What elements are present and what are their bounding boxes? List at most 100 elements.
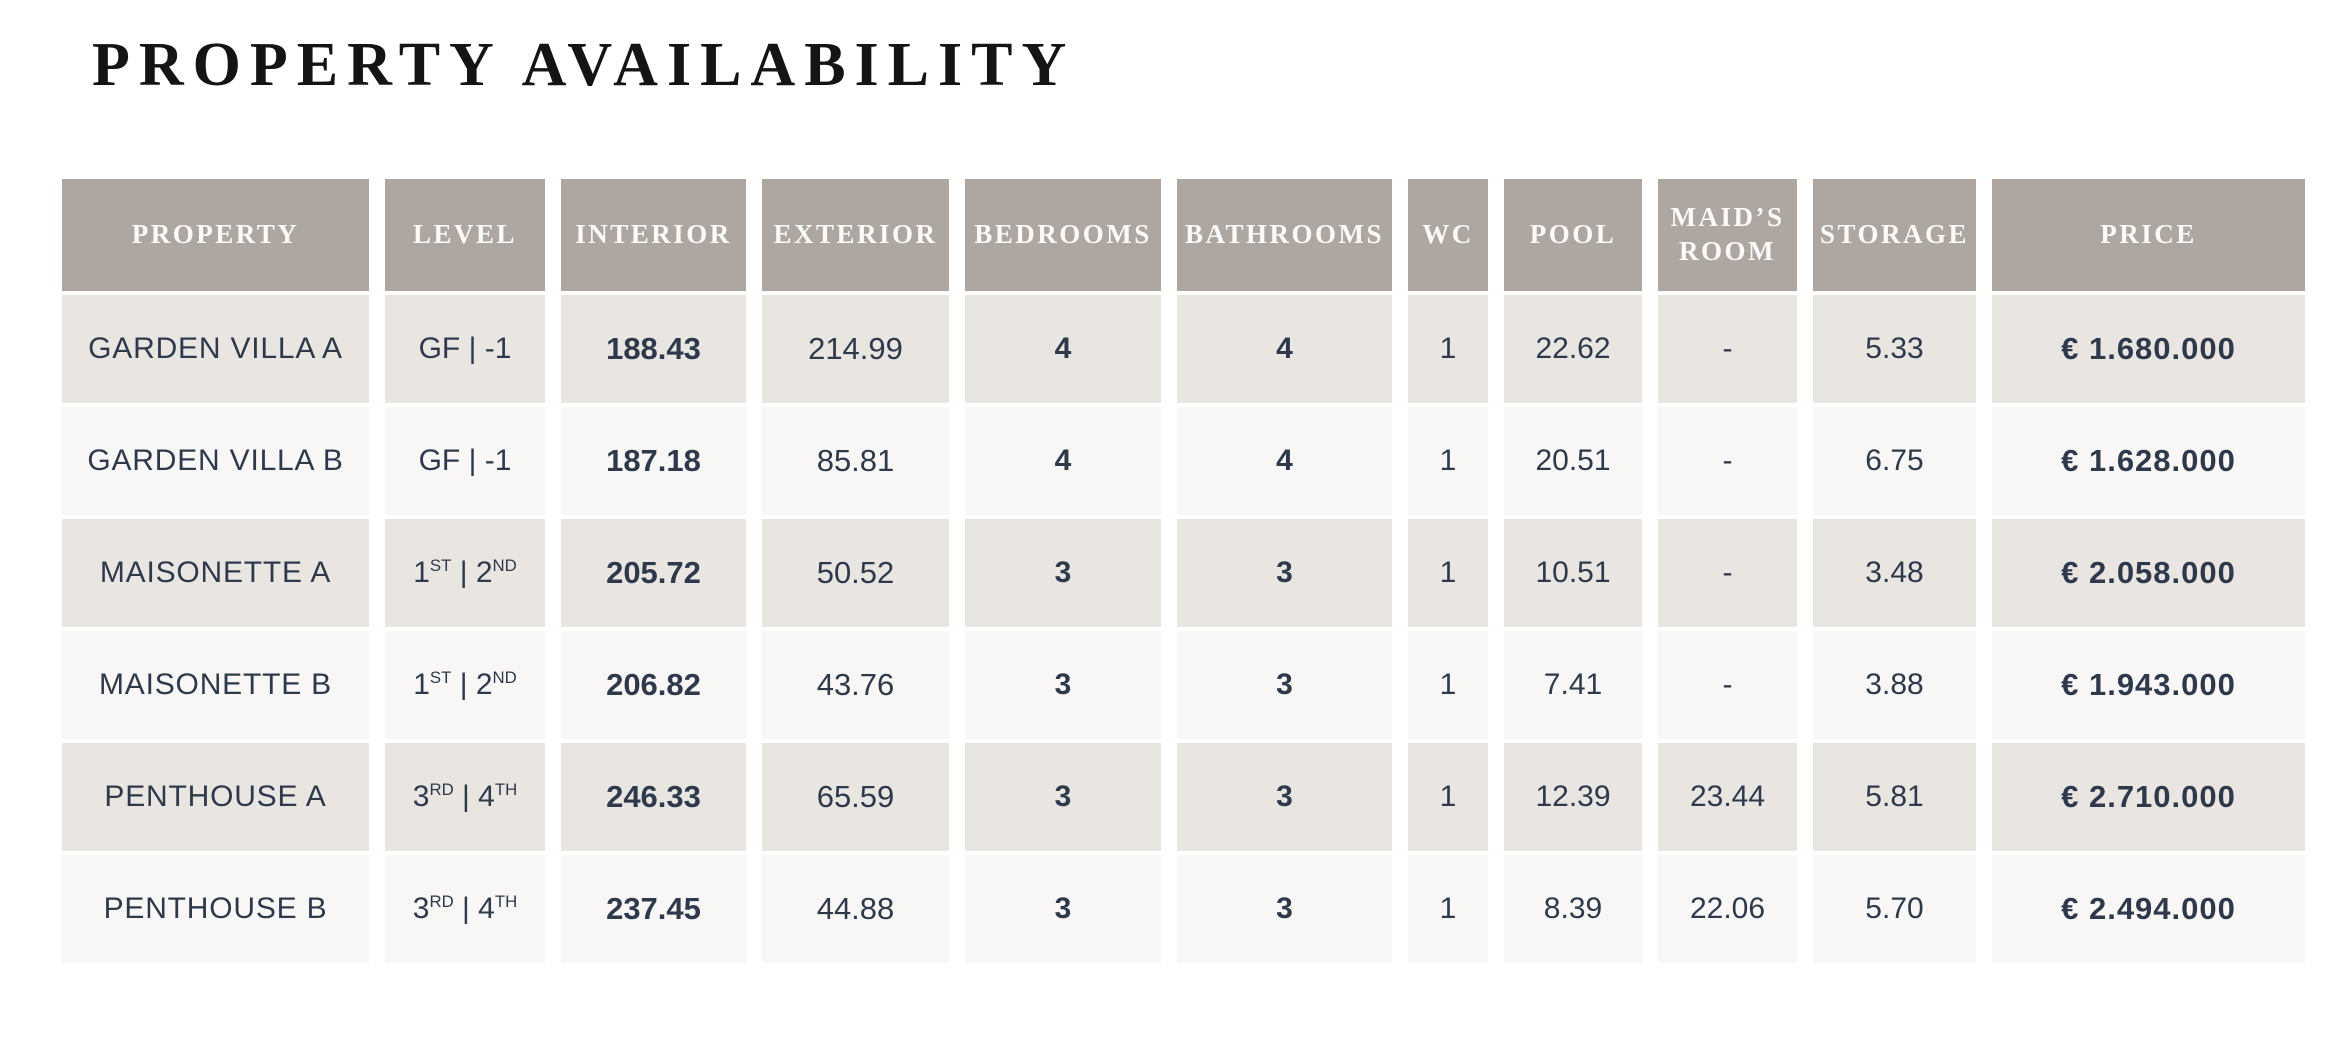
cell-bedrooms: 3 [965, 519, 1161, 627]
column-header-property: PROPERTY [62, 179, 369, 291]
level-text: 1 [413, 668, 430, 701]
cell-level: GF | -1 [385, 407, 545, 515]
property-availability-table: PROPERTY LEVEL INTERIOR EXTERIOR BEDROOM… [46, 175, 2321, 967]
cell-level: 3RD | 4TH [385, 743, 545, 851]
level-text: 2 [475, 668, 493, 701]
cell-price: € 2.058.000 [1992, 519, 2305, 627]
cell-level: 1ST | 2ND [385, 631, 545, 739]
cell-interior: 187.18 [561, 407, 746, 515]
cell-storage: 3.88 [1813, 631, 1976, 739]
cell-storage: 5.81 [1813, 743, 1976, 851]
cell-bathrooms: 3 [1177, 743, 1392, 851]
cell-price: € 2.494.000 [1992, 855, 2305, 963]
column-header-level: LEVEL [385, 179, 545, 291]
table-row: MAISONETTE B 1ST | 2ND 206.82 43.76 3 3 1 7.41-… [62, 631, 2305, 739]
level-text: 4 [478, 780, 495, 813]
cell-exterior: 44.88 [762, 855, 949, 963]
cell-interior: 206.82 [561, 631, 746, 739]
cell-exterior: 65.59 [762, 743, 949, 851]
cell-pool: 22.62 [1504, 295, 1642, 403]
level-text: 2 [475, 556, 493, 589]
cell-interior: 188.43 [561, 295, 746, 403]
cell-bedrooms: 3 [965, 743, 1161, 851]
level-text: GF | -1 [418, 332, 512, 365]
cell-price: € 1.680.000 [1992, 295, 2305, 403]
table-row: PENTHOUSE A 3RD | 4TH 246.33 65.59 3 3 1 12.39 2… [62, 743, 2305, 851]
cell-exterior: 43.76 [762, 631, 949, 739]
level-ordinal-suffix: TH [494, 780, 518, 799]
cell-wc: 1 [1408, 519, 1488, 627]
cell-bedrooms: 4 [965, 295, 1161, 403]
cell-wc: 1 [1408, 855, 1488, 963]
cell-maids-room: - [1658, 519, 1797, 627]
column-header-interior: INTERIOR [561, 179, 746, 291]
column-header-exterior: EXTERIOR [762, 179, 949, 291]
cell-pool: 8.39 [1504, 855, 1642, 963]
level-ordinal-suffix: TH [494, 892, 518, 911]
level-text: | [453, 892, 479, 925]
cell-bedrooms: 3 [965, 855, 1161, 963]
cell-bathrooms: 4 [1177, 295, 1392, 403]
cell-exterior: 214.99 [762, 295, 949, 403]
cell-storage: 5.70 [1813, 855, 1976, 963]
cell-storage: 5.33 [1813, 295, 1976, 403]
cell-bedrooms: 4 [965, 407, 1161, 515]
cell-property: GARDEN VILLA A [62, 295, 369, 403]
cell-property: PENTHOUSE B [62, 855, 369, 963]
cell-pool: 10.51 [1504, 519, 1642, 627]
cell-price: € 2.710.000 [1992, 743, 2305, 851]
column-header-storage: STORAGE [1813, 179, 1976, 291]
level-text: 3 [412, 892, 430, 925]
level-text: 3 [412, 780, 430, 813]
cell-exterior: 85.81 [762, 407, 949, 515]
cell-property: PENTHOUSE A [62, 743, 369, 851]
cell-level: 3RD | 4TH [385, 855, 545, 963]
cell-bathrooms: 3 [1177, 519, 1392, 627]
table-header: PROPERTY LEVEL INTERIOR EXTERIOR BEDROOM… [62, 179, 2305, 291]
cell-wc: 1 [1408, 295, 1488, 403]
cell-bedrooms: 3 [965, 631, 1161, 739]
column-header-bedrooms: BEDROOMS [965, 179, 1161, 291]
cell-interior: 246.33 [561, 743, 746, 851]
level-ordinal-suffix: ST [429, 668, 452, 687]
level-text: 1 [413, 556, 430, 589]
level-ordinal-suffix: RD [429, 780, 454, 799]
table-row: PENTHOUSE B 3RD | 4TH 237.45 44.88 3 3 1 8.39 22… [62, 855, 2305, 963]
column-header-wc: WC [1408, 179, 1488, 291]
cell-storage: 6.75 [1813, 407, 1976, 515]
cell-maids-room: - [1658, 407, 1797, 515]
column-header-maids-room: MAID’S ROOM [1658, 179, 1797, 291]
cell-maids-room: 22.06 [1658, 855, 1797, 963]
table-row: GARDEN VILLA B GF | -1 187.18 85.81 4 4 1 20.51… [62, 407, 2305, 515]
cell-exterior: 50.52 [762, 519, 949, 627]
cell-bathrooms: 4 [1177, 407, 1392, 515]
cell-maids-room: - [1658, 295, 1797, 403]
cell-level: GF | -1 [385, 295, 545, 403]
cell-property: MAISONETTE A [62, 519, 369, 627]
column-header-bathrooms: BATHROOMS [1177, 179, 1392, 291]
header-row: PROPERTY LEVEL INTERIOR EXTERIOR BEDROOM… [62, 179, 2305, 291]
level-ordinal-suffix: ND [492, 556, 517, 575]
level-text: | [451, 556, 476, 589]
table-body: GARDEN VILLA A GF | -1 188.43 214.99 4 4 1 22.6… [62, 295, 2305, 963]
table-row: GARDEN VILLA A GF | -1 188.43 214.99 4 4 1 22.6… [62, 295, 2305, 403]
level-text: 4 [478, 892, 495, 925]
cell-wc: 1 [1408, 631, 1488, 739]
cell-level: 1ST | 2ND [385, 519, 545, 627]
level-text: | [451, 668, 476, 701]
cell-maids-room: 23.44 [1658, 743, 1797, 851]
cell-pool: 20.51 [1504, 407, 1642, 515]
column-header-price: PRICE [1992, 179, 2305, 291]
cell-price: € 1.628.000 [1992, 407, 2305, 515]
page: PROPERTY AVAILABILITY PROPERTY LEVEL INT… [0, 30, 2346, 1056]
column-header-pool: POOL [1504, 179, 1642, 291]
cell-property: GARDEN VILLA B [62, 407, 369, 515]
cell-interior: 205.72 [561, 519, 746, 627]
cell-pool: 12.39 [1504, 743, 1642, 851]
level-ordinal-suffix: ST [429, 556, 452, 575]
cell-bathrooms: 3 [1177, 631, 1392, 739]
level-ordinal-suffix: RD [429, 892, 454, 911]
level-text: GF | -1 [418, 444, 512, 477]
cell-property: MAISONETTE B [62, 631, 369, 739]
cell-pool: 7.41 [1504, 631, 1642, 739]
